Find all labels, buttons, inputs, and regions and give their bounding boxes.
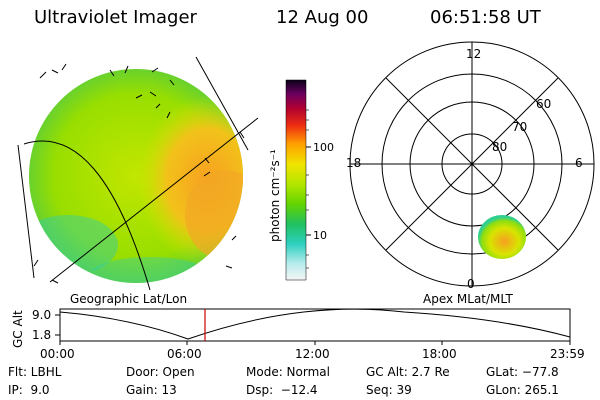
alt-tick-1-8: 1.8 bbox=[32, 328, 51, 342]
colorbar-tick-100: 100 bbox=[313, 141, 334, 154]
gain-readout: Gain: 13 bbox=[126, 383, 177, 397]
imager-disk bbox=[17, 56, 259, 291]
projection-right-label: Apex MLat/MLT bbox=[423, 292, 513, 306]
app-title: Ultraviolet Imager bbox=[34, 7, 197, 28]
colorbar-tick-10: 10 bbox=[313, 229, 327, 242]
time-tick-1200: 12:00 bbox=[295, 347, 330, 361]
time-tick-0000: 00:00 bbox=[40, 347, 75, 361]
date-readout: 12 Aug 00 bbox=[276, 7, 369, 28]
ip-readout: IP: 9.0 bbox=[8, 383, 50, 397]
altitude-curve bbox=[59, 308, 571, 340]
latitude-line bbox=[17, 144, 35, 279]
altitude-strip: GC Alt 9.0 1.8 00:00 06:00 12:00 18:00 2… bbox=[11, 308, 585, 361]
glon-readout: GLon: 265.1 bbox=[486, 383, 559, 397]
mode-readout: Mode: Normal bbox=[246, 365, 330, 379]
time-tick-1800: 18:00 bbox=[422, 347, 457, 361]
terminator-line bbox=[49, 117, 259, 283]
seq-readout: Seq: 39 bbox=[366, 383, 412, 397]
mlt-label-12: 12 bbox=[466, 47, 481, 61]
edge-line bbox=[195, 56, 249, 151]
gc-alt-readout: GC Alt: 2.7 Re bbox=[366, 365, 450, 379]
auroral-spot bbox=[478, 215, 526, 259]
altitude-axis-label: GC Alt bbox=[11, 310, 25, 348]
lat-label-70: 70 bbox=[512, 120, 527, 134]
lat-label-80: 80 bbox=[492, 140, 507, 154]
door-readout: Door: Open bbox=[126, 365, 195, 379]
time-tick-0600: 06:00 bbox=[167, 347, 202, 361]
mlt-label-18: 18 bbox=[346, 156, 361, 170]
colorbar: 100 10 photon cm⁻²s⁻¹ bbox=[268, 79, 334, 281]
lat-label-60: 60 bbox=[536, 97, 551, 111]
colorbar-unit-label: photon cm⁻²s⁻¹ bbox=[268, 149, 282, 242]
alt-tick-9: 9.0 bbox=[32, 308, 51, 322]
time-readout: 06:51:58 UT bbox=[430, 7, 541, 28]
mlt-label-0: 0 bbox=[467, 277, 475, 291]
filter-readout: Flt: LBHL bbox=[8, 365, 62, 379]
time-tick-2359: 23:59 bbox=[550, 347, 585, 361]
projection-left-label: Geographic Lat/Lon bbox=[70, 292, 187, 306]
meridian-line bbox=[23, 140, 151, 291]
glat-readout: GLat: −77.8 bbox=[486, 365, 559, 379]
dsp-readout: Dsp: −12.4 bbox=[246, 383, 318, 397]
mlt-label-6: 6 bbox=[575, 156, 583, 170]
polar-plot bbox=[349, 41, 595, 287]
